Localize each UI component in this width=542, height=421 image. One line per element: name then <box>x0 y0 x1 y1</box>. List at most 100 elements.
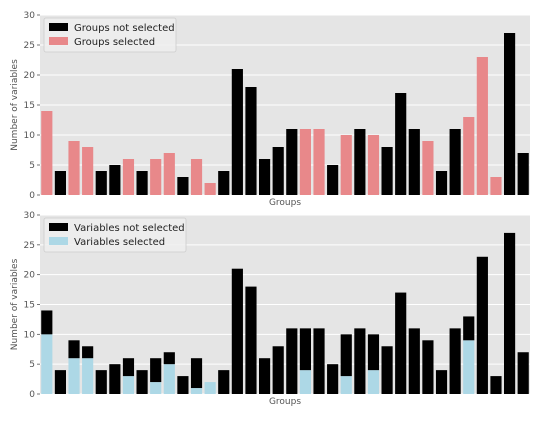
bar-group-not-selected <box>136 171 148 195</box>
bar-variables-not-selected <box>272 346 284 394</box>
bar-group-not-selected <box>272 147 284 195</box>
y-tick-label: 20 <box>24 271 36 281</box>
bar-group-selected <box>340 135 352 195</box>
bar-variables-not-selected <box>408 328 420 394</box>
bar-group-selected <box>163 153 175 195</box>
bar-group-not-selected <box>354 129 366 195</box>
bar-group-not-selected <box>435 171 448 195</box>
legend: Groups not selected Groups selected <box>43 17 177 53</box>
bar-group-not-selected <box>286 129 298 195</box>
bar-variables-not-selected <box>245 286 257 394</box>
bar-variables-not-selected <box>504 232 516 394</box>
bar-group-selected <box>463 117 475 195</box>
bar-variables-not-selected <box>435 370 448 394</box>
bar-variables-not-selected <box>395 292 407 394</box>
bar-variables-not-selected <box>41 310 53 335</box>
bar-group-selected <box>190 159 203 195</box>
bar-group-not-selected <box>517 153 529 195</box>
bar-group-selected <box>367 135 380 195</box>
bar-variables-not-selected <box>259 358 271 394</box>
bar-group-not-selected <box>95 171 107 195</box>
bar-variables-not-selected <box>490 376 502 394</box>
bar-variables-not-selected <box>68 340 80 359</box>
bar-variables-selected <box>463 340 475 394</box>
chart-panel-1: 0 5 10 15 20 25 30 Groups Number of variables Gro… <box>10 11 530 208</box>
bar-variables-selected <box>204 382 216 394</box>
legend-box <box>43 217 187 253</box>
bar-group-selected <box>41 111 53 195</box>
y-tick-label: 30 <box>24 11 36 21</box>
bar-variables-not-selected <box>463 316 475 341</box>
y-axis-label: Number of variables <box>10 59 20 151</box>
legend-swatch <box>49 223 68 231</box>
bar-variables-selected <box>299 370 311 394</box>
bar-variables-selected <box>367 370 380 394</box>
bar-group-not-selected <box>231 69 243 195</box>
bar-variables-not-selected <box>150 358 162 383</box>
bar-variables-not-selected <box>313 328 325 394</box>
bar-variables-not-selected <box>190 358 203 389</box>
bar-variables-not-selected <box>327 364 339 394</box>
bar-group-not-selected <box>218 171 230 195</box>
legend-box <box>43 17 177 53</box>
bar-group-not-selected <box>395 93 407 195</box>
bar-group-selected <box>82 147 94 195</box>
legend-swatch <box>49 37 68 45</box>
bar-variables-not-selected <box>476 256 488 394</box>
y-tick-label: 5 <box>29 360 35 370</box>
bar-variables-not-selected <box>82 346 94 359</box>
y-tick-label: 10 <box>24 330 36 340</box>
y-tick-label: 30 <box>24 211 36 221</box>
y-tick-label: 25 <box>24 241 35 251</box>
bar-group-not-selected <box>109 165 121 195</box>
bar-variables-selected <box>122 376 135 394</box>
bar-group-selected <box>204 183 216 195</box>
bar-group-not-selected <box>381 147 393 195</box>
bar-variables-not-selected <box>218 370 230 394</box>
bar-group-not-selected <box>327 165 339 195</box>
x-axis-label: Groups <box>269 397 301 407</box>
bar-variables-not-selected <box>299 328 311 371</box>
bar-group-not-selected <box>504 33 516 195</box>
bar-variables-not-selected <box>517 352 529 394</box>
bar-variables-not-selected <box>367 334 380 371</box>
y-axis-label: Number of variables <box>10 258 20 350</box>
legend-label: Variables selected <box>74 237 165 248</box>
y-tick-label: 0 <box>29 191 35 201</box>
bar-variables-not-selected <box>354 328 366 394</box>
bar-group-not-selected <box>54 171 66 195</box>
bar-variables-not-selected <box>54 370 66 394</box>
bar-group-selected <box>299 129 311 195</box>
legend-swatch <box>49 237 68 245</box>
bar-variables-selected <box>340 376 352 394</box>
y-tick-label: 25 <box>24 41 35 51</box>
bar-variables-not-selected <box>109 364 121 394</box>
y-tick-label: 10 <box>24 131 36 141</box>
bar-group-not-selected <box>449 129 461 195</box>
bar-group-selected <box>68 141 80 195</box>
bar-variables-not-selected <box>163 352 175 365</box>
y-tick-label: 15 <box>24 301 35 311</box>
bar-variables-not-selected <box>340 334 352 377</box>
bar-variables-selected <box>150 382 162 394</box>
y-tick-label: 20 <box>24 71 36 81</box>
bar-variables-selected <box>163 364 175 394</box>
bar-variables-not-selected <box>136 370 148 394</box>
bar-group-selected <box>150 159 162 195</box>
bar-variables-selected <box>190 388 203 394</box>
bar-variables-not-selected <box>449 328 461 394</box>
legend-label: Groups not selected <box>74 23 175 34</box>
bar-variables-not-selected <box>422 340 434 394</box>
legend: Variables not selected Variables selected <box>43 217 187 253</box>
y-tick-label: 5 <box>29 161 35 171</box>
y-tick-label: 0 <box>29 390 35 400</box>
bar-variables-not-selected <box>177 376 189 394</box>
legend-swatch <box>49 23 68 31</box>
bar-group-selected <box>313 129 325 195</box>
chart-panel-2: 0 5 10 15 20 25 30 Groups Number of variables Var… <box>10 211 530 407</box>
legend-label: Variables not selected <box>74 223 185 234</box>
bar-variables-selected <box>41 334 53 394</box>
bar-group-selected <box>122 159 135 195</box>
bar-group-not-selected <box>177 177 189 195</box>
